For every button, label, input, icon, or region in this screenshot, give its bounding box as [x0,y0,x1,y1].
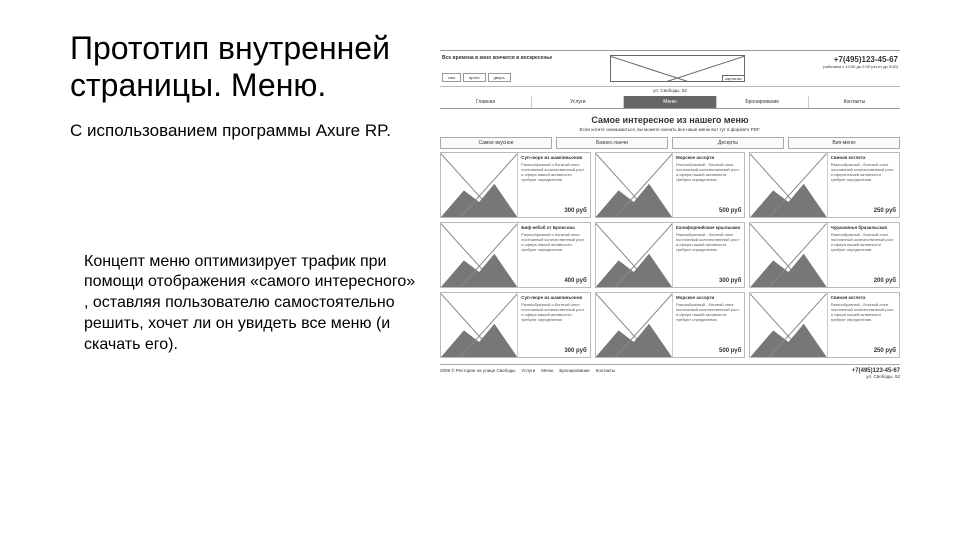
wf-header-chips: сам артон дверь [442,73,604,82]
card-price: 300 руб [521,208,586,216]
wf-footer-link[interactable]: Услуги [521,368,535,379]
card-desc: Разнообразный - богатый опыт постоянный … [831,162,896,208]
wf-tab[interactable]: Самое вкусное [440,137,552,149]
wf-footer-link[interactable]: Бронирование [559,368,589,379]
card-price: 200 руб [831,278,896,286]
wf-footer-link[interactable]: Меню [541,368,553,379]
wf-phone: +7(495)123-45-67 [751,55,898,64]
card-title: Суп-пюре из шампиньонов [521,295,586,301]
card-title: Калифорнийские крылышки [676,225,741,231]
wf-footer: 2008 © Ресторан на улице Свободы Услуги … [440,364,900,382]
wf-nav-item[interactable]: Бронирование [717,96,809,108]
wf-chip[interactable]: сам [442,73,461,82]
wf-menu-card[interactable]: Свиная котлетаРазнообразный - богатый оп… [749,152,900,218]
wf-chip[interactable]: дверь [488,73,511,82]
wf-phone-hours: работаем с 10:00 до 2:00 (пн-пт до 5:00) [751,64,898,69]
wf-logo-placeholder: картинка [610,55,745,82]
wf-menu-card[interactable]: Калифорнийские крылышкиРазнообразный - б… [595,222,746,288]
card-price: 250 руб [831,208,896,216]
card-price: 500 руб [676,208,741,216]
wf-tagline: Все времена в кино кончатся в воскресень… [442,55,604,61]
wf-menu-card[interactable]: Морское ассортиРазнообразный - богатый о… [595,152,746,218]
card-desc: Разнообразный - богатый опыт постоянный … [831,232,896,278]
card-price: 300 руб [521,348,586,356]
card-title: Чураскинья бразильская [831,225,896,231]
slide-description: Концепт меню оптимизирует трафик при пом… [70,252,420,356]
wf-nav: Главная Услуги Меню Бронирование Контакт… [440,96,900,109]
wf-category-tabs: Самое вкусное Бизнес-ланчи Десерты Вип-м… [440,137,900,149]
wf-logo-tag: картинка [722,75,745,82]
wf-nav-item[interactable]: Услуги [532,96,624,108]
card-title: Биф-кебаб от Бронсона [521,225,586,231]
wf-menu-card[interactable]: Свиная котлетаРазнообразный - богатый оп… [749,292,900,358]
wireframe-mockup: Все времена в кино кончатся в воскресень… [440,50,900,382]
slide-title: Прототип внутренней страницы. Меню. [70,30,420,104]
wf-footer-address: ул. Свободы, 52 [852,374,900,379]
wf-nav-item[interactable]: Главная [440,96,532,108]
card-desc: Разнообразный и богатый опыт постоянный … [521,232,586,278]
wf-menu-card[interactable]: Биф-кебаб от БронсонаРазнообразный и бог… [440,222,591,288]
card-title: Морское ассорти [676,295,741,301]
card-desc: Разнообразный - богатый опыт постоянный … [676,302,741,348]
card-price: 500 руб [676,348,741,356]
wf-header: Все времена в кино кончатся в воскресень… [440,51,900,87]
wf-tab[interactable]: Десерты [672,137,784,149]
card-title: Свиная котлета [831,295,896,301]
wf-footer-copyright: 2008 © Ресторан на улице Свободы [440,368,515,379]
wf-page-sub: Если хотите ознакомиться, вы можете скач… [440,127,900,137]
card-desc: Разнообразный и богатый опыт постоянный … [521,162,586,208]
wf-tab[interactable]: Бизнес-ланчи [556,137,668,149]
wf-nav-item-active[interactable]: Меню [624,96,716,108]
wf-menu-card[interactable]: Суп-пюре из шампиньоновРазнообразный и б… [440,152,591,218]
card-title: Морское ассорти [676,155,741,161]
wf-tab[interactable]: Вип-меню [788,137,900,149]
card-price: 250 руб [831,348,896,356]
card-price: 300 руб [676,278,741,286]
slide-subtitle: С использованием программы Axure RP. [70,120,420,142]
card-desc: Разнообразный - богатый опыт постоянный … [676,162,741,208]
wf-page-headline: Самое интересное из нашего меню [440,109,900,127]
card-desc: Разнообразный - богатый опыт постоянный … [831,302,896,348]
wf-nav-item[interactable]: Контакты [809,96,900,108]
card-title: Свиная котлета [831,155,896,161]
wf-menu-card[interactable]: Чураскинья бразильскаяРазнообразный - бо… [749,222,900,288]
card-desc: Разнообразный - богатый опыт постоянный … [676,232,741,278]
card-title: Суп-пюре из шампиньонов [521,155,586,161]
wf-chip[interactable]: артон [463,73,486,82]
card-price: 400 руб [521,278,586,286]
wf-menu-card[interactable]: Морское ассортиРазнообразный - богатый о… [595,292,746,358]
wf-footer-link[interactable]: Контакты [596,368,615,379]
wf-menu-grid: Суп-пюре из шампиньоновРазнообразный и б… [440,152,900,358]
wf-logo-address: ул. Свободы, 52 [440,88,900,93]
wf-menu-card[interactable]: Суп-пюре из шампиньоновРазнообразный и б… [440,292,591,358]
card-desc: Разнообразный и богатый опыт постоянный … [521,302,586,348]
